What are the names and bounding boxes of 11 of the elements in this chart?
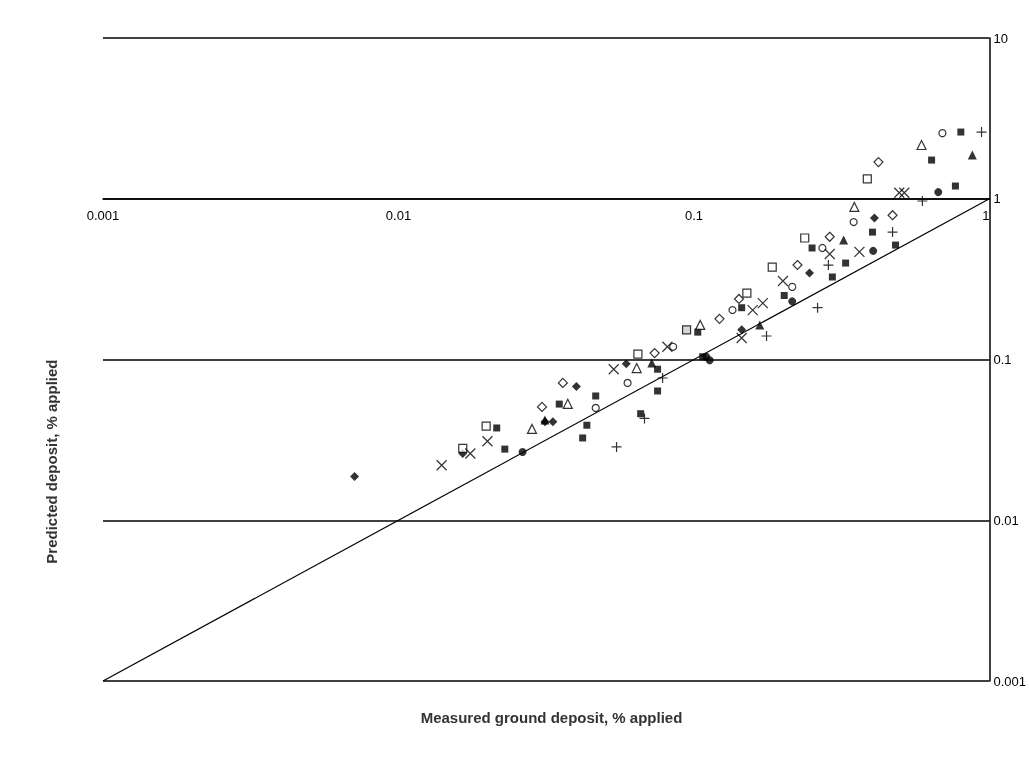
y-tick-label: 0.1 xyxy=(993,352,1012,367)
y-axis-title: Predicted deposit, % applied xyxy=(43,359,60,564)
x-tick-label: 0.01 xyxy=(385,207,412,223)
x-tick-label: 0.001 xyxy=(86,207,120,223)
y-tick-label: 0.01 xyxy=(993,512,1019,528)
x-tick-label: 0.1 xyxy=(684,207,704,223)
y-tick-label: 1 xyxy=(993,191,1001,207)
y-tick-label: 0.001 xyxy=(993,673,1027,689)
y-tick-label: 10 xyxy=(993,30,1008,46)
x-axis-title: Measured ground deposit, % applied xyxy=(420,709,683,726)
x-tick-label: 1 xyxy=(982,207,990,223)
